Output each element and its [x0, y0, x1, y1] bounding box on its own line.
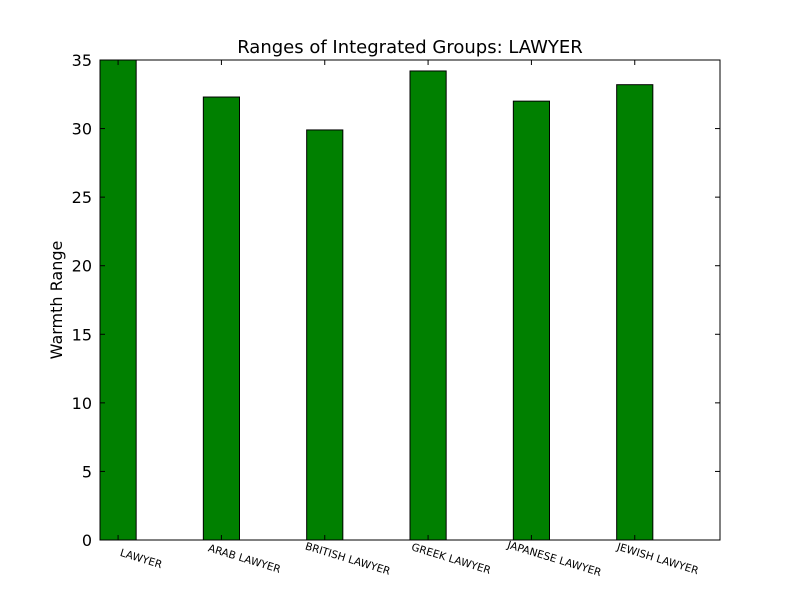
bars-layer — [99, 59, 654, 541]
x-tick-label: LAWYER — [118, 547, 163, 571]
x-tick-label: BRITISH LAWYER — [304, 540, 392, 577]
y-tick-label: 25 — [72, 188, 92, 207]
y-tick-label: 35 — [72, 51, 92, 70]
x-tick-label: JAPANESE LAWYER — [505, 539, 603, 579]
bar-greek-lawyer — [409, 70, 447, 541]
y-axis-label: Warmth Range — [47, 241, 66, 360]
bar-jewish-lawyer — [616, 84, 654, 541]
x-tick-label: ARAB LAWYER — [207, 542, 282, 575]
bar-lawyer — [99, 59, 137, 541]
y-tick-label: 10 — [72, 394, 92, 413]
bar-british-lawyer — [306, 129, 344, 541]
plot-frame — [99, 59, 721, 541]
y-tick-label: 5 — [82, 462, 92, 481]
x-tick-label: GREEK LAWYER — [410, 541, 492, 577]
y-tick-label: 30 — [72, 120, 92, 139]
y-tick-label: 20 — [72, 257, 92, 276]
bar-arab-lawyer — [202, 96, 240, 541]
x-tick-label: JEWISH LAWYER — [614, 541, 699, 577]
y-tick-label: 0 — [82, 531, 92, 550]
y-tick-label: 15 — [72, 325, 92, 344]
chart-title: Ranges of Integrated Groups: LAWYER — [237, 37, 583, 58]
bar-japanese-lawyer — [512, 100, 550, 541]
